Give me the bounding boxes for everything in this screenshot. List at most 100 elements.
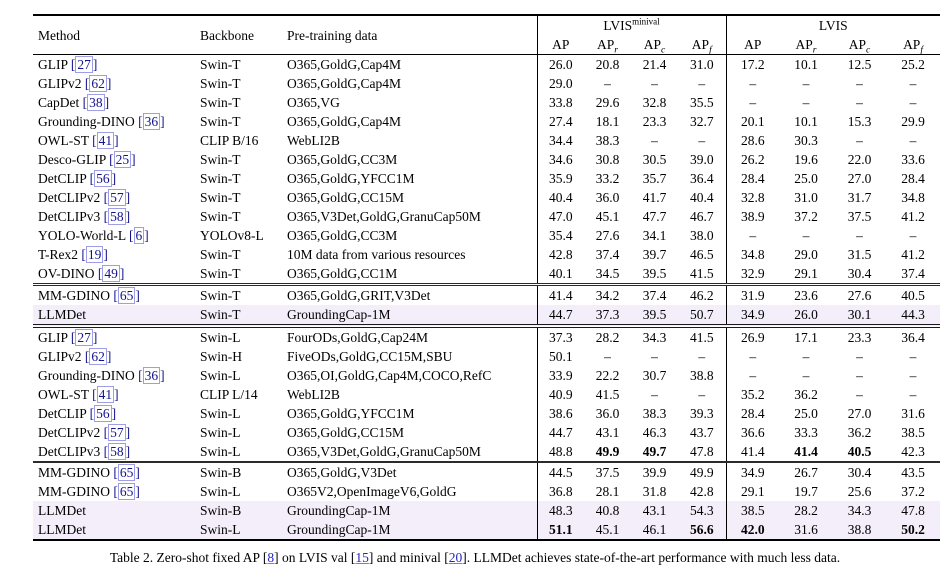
value-cell: 36.2 <box>794 387 818 402</box>
citation-link[interactable]: [19] <box>81 246 108 263</box>
value-cell: 35.5 <box>689 95 714 110</box>
value-cell: – <box>604 76 611 91</box>
caption-citation-link[interactable]: 8 <box>267 550 275 565</box>
method-cell: LLMDet <box>38 503 86 518</box>
value-cell: 19.6 <box>794 152 818 167</box>
value-cell: 33.9 <box>536 366 584 385</box>
citation-link[interactable]: [27] <box>70 56 98 73</box>
value-cell: 28.4 <box>725 404 780 423</box>
value-cell: 31.8 <box>642 484 667 499</box>
citation-link[interactable]: [38] <box>82 94 110 111</box>
value-cell: 25.6 <box>847 484 872 499</box>
method-cell: CapDet [38] <box>38 94 110 111</box>
backbone-cell: Swin-L <box>200 425 241 440</box>
citation-link[interactable]: [58] <box>103 443 131 460</box>
citation-link[interactable]: [36] <box>138 113 165 130</box>
value-cell: 39.7 <box>642 247 667 262</box>
citation-link[interactable]: [62] <box>84 75 112 92</box>
value-cell: 34.6 <box>536 150 584 169</box>
value-cell: 43.5 <box>901 465 925 480</box>
value-cell: 44.5 <box>536 462 584 482</box>
table-row: CapDet [38] Swin-T O365,VG 33.8 29.6 32.8 35.5… <box>33 93 940 112</box>
citation-link[interactable]: [56] <box>89 170 117 187</box>
pretrain-cell: O365,V3Det,GoldG,GranuCap50M <box>287 209 481 224</box>
caption-text: Table 2. Zero-shot fixed AP <box>109 550 263 565</box>
citation-link[interactable]: [58] <box>103 208 131 225</box>
value-cell: 29.6 <box>595 95 620 110</box>
value-cell: – <box>909 368 917 383</box>
pretrain-cell: O365,GoldG,CC15M <box>287 425 405 440</box>
value-cell: 44.7 <box>536 305 584 326</box>
value-cell: 32.9 <box>725 264 780 285</box>
value-cell: 30.7 <box>642 368 667 383</box>
backbone-cell: Swin-L <box>200 330 241 345</box>
value-cell: 29.0 <box>536 74 584 93</box>
value-cell: 34.2 <box>595 288 620 303</box>
value-cell: 39.3 <box>689 406 714 421</box>
value-cell: – <box>909 387 917 402</box>
metric-header-apr: APr <box>597 37 618 56</box>
method-cell: DetCLIPv3 [58] <box>38 208 131 225</box>
backbone-cell: Swin-L <box>200 484 241 499</box>
value-cell: 30.8 <box>595 152 620 167</box>
value-cell: 28.4 <box>901 171 925 186</box>
value-cell: – <box>856 76 863 91</box>
backbone-cell: Swin-L <box>200 368 241 383</box>
value-cell: 35.9 <box>536 169 584 188</box>
value-cell: 17.2 <box>725 54 780 74</box>
pretrain-cell: O365,GoldG,CC1M <box>287 266 398 281</box>
value-cell: 49.9 <box>595 444 620 459</box>
method-cell: GLIPv2 [62] <box>38 348 112 365</box>
backbone-cell: Swin-T <box>200 307 241 322</box>
value-cell: 39.9 <box>642 465 667 480</box>
value-cell: 49.7 <box>642 444 667 459</box>
value-cell: – <box>802 368 810 383</box>
citation-link[interactable]: [6] <box>129 227 149 244</box>
value-cell: 26.0 <box>536 54 584 74</box>
value-cell: 25.0 <box>794 171 818 186</box>
table-row: Desco-GLIP [25] Swin-T O365,GoldG,CC3M 34.6… <box>33 150 940 169</box>
citation-link[interactable]: [57] <box>103 424 131 441</box>
value-cell: 44.7 <box>536 423 584 442</box>
value-cell: 42.8 <box>536 245 584 264</box>
value-cell: 41.2 <box>901 209 925 224</box>
citation-link[interactable]: [62] <box>84 348 112 365</box>
citation-link[interactable]: [65] <box>113 287 140 304</box>
value-cell: 34.3 <box>847 503 872 518</box>
citation-link[interactable]: [41] <box>92 132 119 149</box>
value-cell: 40.4 <box>536 188 584 207</box>
citation-link[interactable]: [25] <box>109 151 136 168</box>
value-cell: 38.9 <box>725 207 780 226</box>
value-cell: – <box>856 228 863 243</box>
table-section-swin-l: GLIP [27] Swin-L FourODs,GoldG,Cap24M 37.3 2… <box>33 326 941 462</box>
value-cell: 26.2 <box>725 150 780 169</box>
table-caption: Table 2. Zero-shot fixed AP [8] on LVIS … <box>0 549 950 566</box>
value-cell: – <box>698 76 706 91</box>
citation-link[interactable]: [36] <box>138 367 165 384</box>
citation-link[interactable]: [41] <box>92 386 119 403</box>
table-section-swin-l-ours: MM-GDINO [65] Swin-B O365,GoldG,V3Det 44.5 3… <box>33 462 941 540</box>
citation-link[interactable]: [65] <box>113 483 140 500</box>
pretrain-cell: O365,GoldG,Cap4M <box>287 76 401 91</box>
value-cell: 41.4 <box>536 284 584 305</box>
caption-citation-link[interactable]: 20 <box>448 550 463 565</box>
value-cell: 17.1 <box>794 330 818 345</box>
value-cell: 40.4 <box>689 190 714 205</box>
caption-citation: [8] <box>262 550 279 565</box>
group-header-lvis-minival: LVISminival <box>536 15 727 35</box>
pretrain-cell: O365,GoldG,CC3M <box>287 152 398 167</box>
value-cell: 43.1 <box>642 503 667 518</box>
caption-citation-link[interactable]: 15 <box>355 550 369 565</box>
pretrain-cell: O365,GoldG,YFCC1M <box>287 406 415 421</box>
method-cell: DetCLIP [56] <box>38 170 117 187</box>
citation-link[interactable]: [57] <box>103 189 131 206</box>
citation-link[interactable]: [56] <box>89 405 117 422</box>
value-cell: 22.0 <box>847 152 872 167</box>
table-row: OWL-ST [41] CLIP B/16 WebLI2B 34.4 38.3 – – 28.… <box>33 131 940 150</box>
backbone-cell: Swin-T <box>200 209 241 224</box>
value-cell: 10.1 <box>794 57 818 72</box>
value-cell: 31.7 <box>847 190 872 205</box>
citation-link[interactable]: [27] <box>70 329 98 346</box>
citation-link[interactable]: [65] <box>113 464 140 481</box>
citation-link[interactable]: [49] <box>97 265 125 282</box>
